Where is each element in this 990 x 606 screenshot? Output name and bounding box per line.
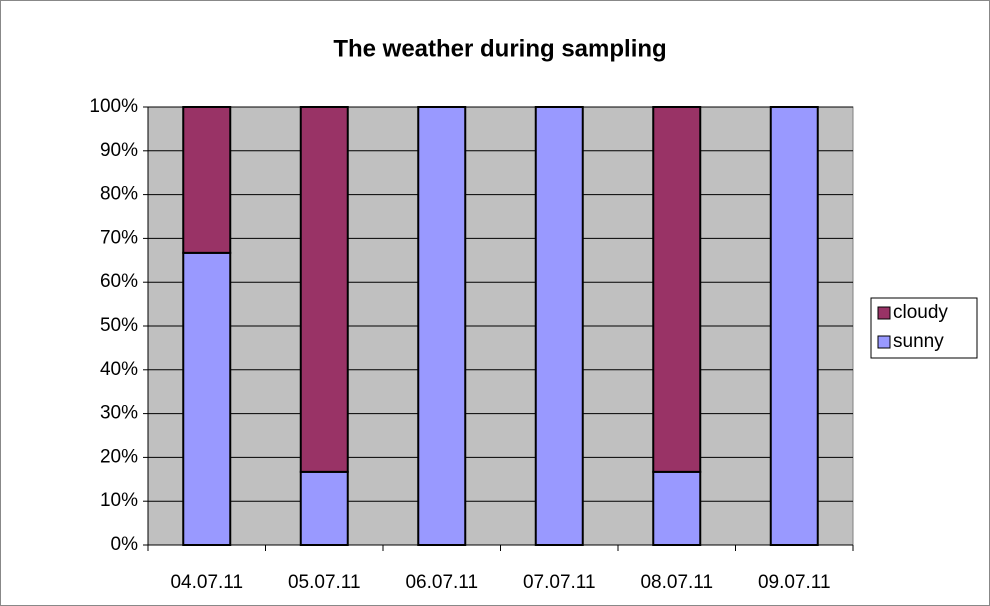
y-tick-label: 50% bbox=[100, 315, 138, 336]
bar-segment bbox=[182, 106, 232, 254]
legend-label: cloudy bbox=[893, 302, 948, 323]
bar-segment bbox=[299, 106, 349, 473]
x-tick-label: 08.07.11 bbox=[640, 572, 713, 593]
legend-label: sunny bbox=[893, 331, 944, 352]
y-tick-label: 20% bbox=[100, 446, 138, 467]
x-tick-label: 04.07.11 bbox=[170, 572, 243, 593]
x-tick-label: 09.07.11 bbox=[758, 572, 831, 593]
bar-segment bbox=[182, 251, 232, 546]
y-tick-label: 30% bbox=[100, 403, 138, 424]
bar-segment bbox=[652, 470, 702, 546]
x-tick-label: 05.07.11 bbox=[288, 572, 361, 593]
y-tick-label: 100% bbox=[89, 96, 138, 117]
legend-swatch bbox=[877, 335, 891, 349]
bar-segment bbox=[652, 106, 702, 473]
x-tick-label: 07.07.11 bbox=[523, 572, 596, 593]
bar-segment bbox=[299, 470, 349, 546]
bar-segment bbox=[417, 106, 467, 546]
y-tick-label: 0% bbox=[111, 534, 139, 555]
y-tick-label: 40% bbox=[100, 359, 138, 380]
y-tick-label: 60% bbox=[100, 271, 138, 292]
chart-title: The weather during sampling bbox=[333, 35, 666, 62]
x-tick-label: 06.07.11 bbox=[405, 572, 478, 593]
legend-swatch bbox=[877, 306, 891, 320]
y-tick-label: 80% bbox=[100, 184, 138, 205]
y-tick-label: 90% bbox=[100, 140, 138, 161]
y-tick-label: 70% bbox=[100, 227, 138, 248]
y-tick-label: 10% bbox=[100, 490, 138, 511]
bar-segment bbox=[769, 106, 819, 546]
bar-segment bbox=[534, 106, 584, 546]
